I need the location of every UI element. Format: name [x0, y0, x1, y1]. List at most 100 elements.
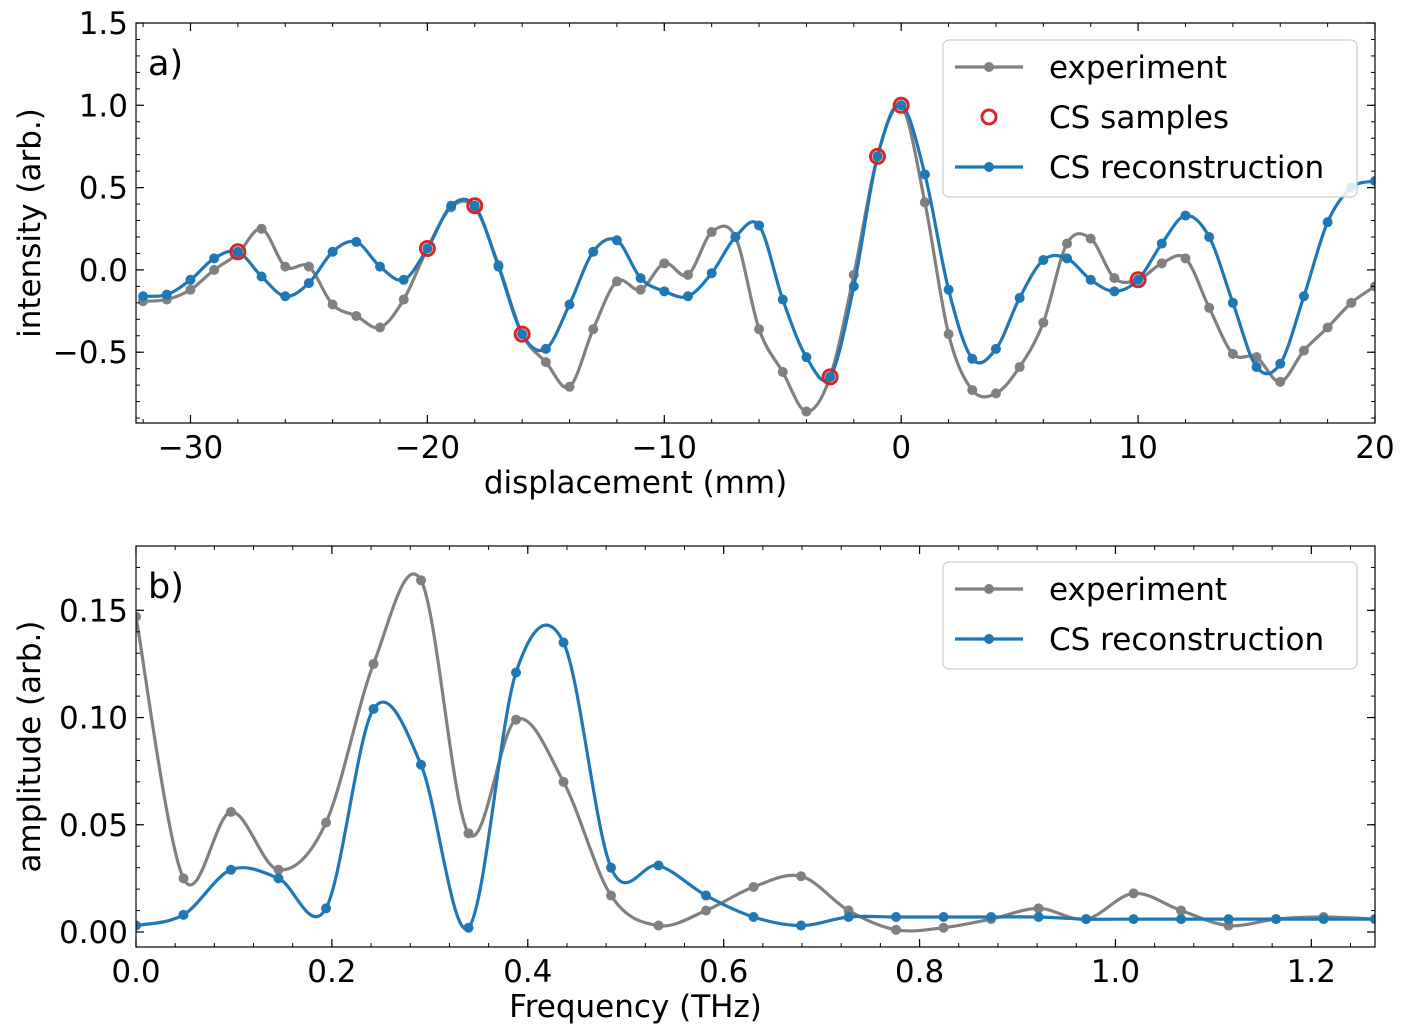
- data-point-experiment: [375, 322, 386, 333]
- data-point-cs-reconstruction: [398, 274, 409, 285]
- data-point-cs-reconstruction: [138, 291, 149, 302]
- y-axis-label: intensity (arb.): [12, 108, 48, 338]
- x-tick-label: −30: [158, 430, 223, 466]
- data-point-experiment: [611, 276, 622, 287]
- data-point-experiment: [682, 269, 693, 280]
- plot-area: [136, 572, 1375, 935]
- legend-label: CS samples: [1049, 100, 1229, 136]
- x-tick-label: 0.4: [503, 954, 552, 990]
- panel-label: b): [148, 567, 184, 607]
- data-point-cs-reconstruction: [635, 273, 646, 284]
- data-point-experiment: [748, 881, 759, 892]
- data-point-cs-reconstruction: [564, 299, 575, 310]
- data-point-cs-reconstruction: [1128, 914, 1139, 925]
- data-point-experiment: [701, 905, 712, 916]
- data-point-experiment: [891, 924, 902, 935]
- data-point-cs-reconstruction: [540, 343, 551, 354]
- axes-frame: [135, 545, 1376, 948]
- data-point-experiment: [564, 381, 575, 392]
- data-point-experiment: [327, 299, 338, 310]
- data-point-experiment: [1204, 302, 1215, 313]
- data-point-cs-reconstruction: [653, 860, 664, 871]
- x-tick-label: 0: [891, 430, 911, 466]
- legend-marker: [984, 162, 994, 172]
- data-point-cs-reconstruction: [825, 371, 836, 382]
- data-point-cs-reconstruction: [1223, 914, 1234, 925]
- data-point-experiment: [303, 261, 314, 272]
- data-point-experiment: [943, 329, 954, 340]
- data-point-experiment: [796, 871, 807, 882]
- data-point-cs-reconstruction: [938, 911, 949, 922]
- legend-frame: [942, 561, 1358, 670]
- legend: experiment CS reconstruction: [942, 561, 1358, 670]
- data-point-experiment: [540, 357, 551, 368]
- x-tick-label: 0.6: [699, 954, 748, 990]
- data-point-cs-reconstruction: [558, 637, 569, 648]
- data-point-cs-reconstruction: [1370, 914, 1375, 925]
- data-point-cs-reconstruction: [659, 286, 670, 297]
- data-point-cs-reconstruction: [777, 294, 788, 305]
- data-point-experiment: [606, 890, 617, 901]
- data-point-experiment: [280, 261, 291, 272]
- y-tick-label: 0.10: [59, 701, 128, 737]
- data-point-cs-reconstruction: [1204, 231, 1215, 242]
- data-point-cs-reconstruction: [682, 291, 693, 302]
- data-point-experiment: [321, 817, 332, 828]
- y-tick-label: 0.5: [79, 171, 128, 207]
- data-point-experiment: [588, 324, 599, 335]
- legend-label: CS reconstruction: [1049, 622, 1324, 658]
- data-point-cs-reconstruction: [178, 909, 189, 920]
- legend-marker: [984, 584, 994, 594]
- data-point-experiment: [1085, 233, 1096, 244]
- data-point-experiment: [511, 714, 522, 725]
- panel-label: a): [148, 44, 183, 84]
- data-point-experiment: [990, 388, 1001, 399]
- data-point-cs-reconstruction: [185, 274, 196, 285]
- data-point-cs-reconstruction: [754, 220, 765, 231]
- chart-panel-b: 0.0 0.2 0.4 0.6 0.8 1.0 1.2 0.00 0.05 0.10 0.15 Fre…: [12, 545, 1376, 1025]
- data-point-cs-reconstruction: [801, 352, 812, 363]
- data-point-experiment: [754, 324, 765, 335]
- data-point-experiment: [416, 575, 427, 586]
- data-point-experiment: [801, 406, 812, 417]
- y-tick-label: −0.5: [53, 335, 128, 371]
- data-point-cs-reconstruction: [511, 667, 522, 678]
- data-point-experiment: [226, 806, 237, 817]
- data-point-cs-reconstruction: [1085, 274, 1096, 285]
- x-tick-label: 1.2: [1287, 954, 1336, 990]
- data-point-cs-reconstruction: [422, 243, 433, 254]
- data-point-experiment: [1275, 376, 1286, 387]
- y-tick-label: 0.0: [79, 253, 128, 289]
- y-axis-label: amplitude (arb.): [12, 621, 48, 873]
- data-point-experiment: [209, 264, 220, 275]
- data-point-cs-reconstruction: [943, 284, 954, 295]
- data-point-cs-reconstruction: [226, 864, 237, 875]
- data-point-cs-reconstruction: [1180, 210, 1191, 221]
- y-tick-label: 0.05: [59, 808, 128, 844]
- data-point-experiment: [178, 873, 189, 884]
- data-point-cs-reconstruction: [796, 920, 807, 931]
- data-point-cs-samples: [821, 368, 839, 386]
- axes-frame: [135, 22, 1376, 424]
- data-point-experiment: [919, 197, 930, 208]
- data-point-cs-reconstruction: [446, 200, 457, 211]
- data-point-cs-samples: [513, 325, 531, 343]
- data-point-experiment: [558, 776, 569, 787]
- data-point-cs-reconstruction: [273, 873, 284, 884]
- x-tick-label: 0.0: [111, 954, 160, 990]
- data-point-experiment: [136, 611, 141, 622]
- data-point-cs-reconstruction: [701, 890, 712, 901]
- data-point-cs-samples: [869, 147, 887, 165]
- legend: experiment CS samples CS reconstruction: [942, 39, 1358, 198]
- data-point-experiment: [1227, 348, 1238, 359]
- data-point-cs-reconstruction: [606, 862, 617, 873]
- data-point-experiment: [635, 284, 646, 295]
- data-point-cs-reconstruction: [588, 246, 599, 257]
- data-point-cs-reconstruction: [848, 281, 859, 292]
- data-point-cs-samples: [1129, 271, 1147, 289]
- data-point-cs-reconstruction: [1033, 911, 1044, 922]
- y-tick-label: 0.00: [59, 915, 128, 951]
- data-point-experiment: [706, 227, 717, 238]
- data-point-cs-reconstruction: [1156, 238, 1167, 249]
